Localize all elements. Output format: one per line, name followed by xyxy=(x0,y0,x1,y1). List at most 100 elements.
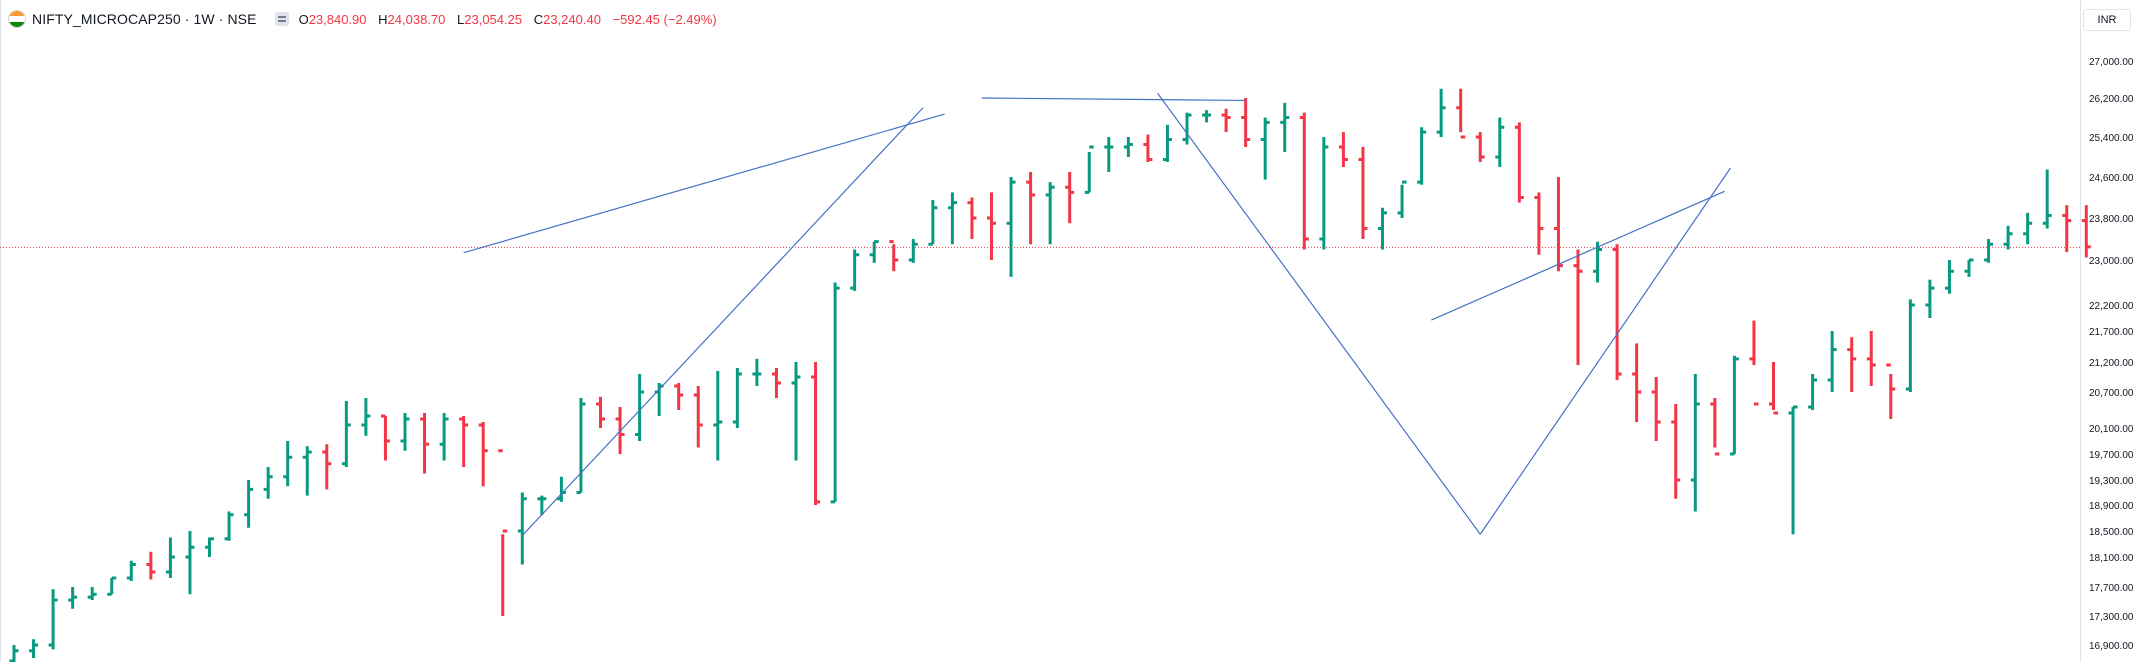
price-tick-label: 18,500.00 xyxy=(2089,527,2134,538)
high-label: H xyxy=(378,11,388,27)
ohlc-bar xyxy=(420,413,430,474)
ohlc-bar xyxy=(1123,137,1133,157)
ohlc-bar xyxy=(1260,117,1270,180)
close-label: C xyxy=(533,11,544,27)
price-tick-label: 19,300.00 xyxy=(2089,476,2134,487)
ohlc-bar xyxy=(1808,374,1818,410)
ohlc-bar xyxy=(517,492,527,565)
price-tick-label: 17,300.00 xyxy=(2089,612,2134,623)
ohlc-bar xyxy=(1749,320,1759,406)
ohlc-bar xyxy=(1182,112,1192,145)
ohlc-bar xyxy=(1280,102,1290,152)
legend-toggle-icon[interactable] xyxy=(274,12,289,26)
price-tick-label: 18,900.00 xyxy=(2089,501,2134,512)
symbol-label[interactable]: NIFTY_MICROCAP250 · 1W · NSE xyxy=(32,11,257,27)
ohlc-bar xyxy=(1632,343,1642,422)
ohlc-bar xyxy=(146,551,156,580)
ohlc-bar xyxy=(126,560,136,581)
ohlc-bar xyxy=(635,374,645,441)
ohlc-bar xyxy=(1299,112,1309,250)
ohlc-bar xyxy=(87,587,97,601)
ohlc-bar xyxy=(1534,192,1544,255)
ohlc-bar xyxy=(1886,363,1896,419)
ohlc-bar xyxy=(263,467,273,499)
price-tick-label: 21,200.00 xyxy=(2089,358,2134,369)
ohlc-bar xyxy=(654,383,664,416)
ohlc-bar xyxy=(1710,398,1720,456)
trendline[interactable] xyxy=(1479,167,1731,535)
ohlc-bar xyxy=(1964,258,1974,277)
price-tick-label: 23,000.00 xyxy=(2089,256,2134,267)
ohlc-bar xyxy=(811,362,821,505)
trendline[interactable] xyxy=(521,107,924,536)
ohlc-bar xyxy=(244,480,254,528)
price-tick-label: 21,700.00 xyxy=(2089,327,2134,338)
separator: · xyxy=(184,11,190,27)
ohlc-bar xyxy=(576,398,586,494)
ohlc-bar xyxy=(205,537,214,557)
trendline[interactable] xyxy=(463,113,945,254)
trendline[interactable] xyxy=(1157,93,1481,535)
ohlc-bar xyxy=(1417,127,1427,185)
ohlc-bar xyxy=(1378,207,1387,250)
ohlc-bar xyxy=(1143,134,1153,162)
price-tick-label: 20,700.00 xyxy=(2089,388,2134,399)
currency-selector[interactable]: INR xyxy=(2083,9,2131,31)
ohlc-bar xyxy=(771,368,781,398)
ohlc-bar xyxy=(29,639,39,659)
ohlc-bar xyxy=(967,197,977,239)
ohlc-bar xyxy=(185,531,195,595)
separator: · xyxy=(218,11,224,27)
price-tick-label: 19,700.00 xyxy=(2089,450,2134,461)
price-tick-label: 23,800.00 xyxy=(2089,214,2134,225)
trendlines-layer[interactable] xyxy=(463,93,1731,536)
open-value: 23,840.90 xyxy=(308,11,367,27)
ohlc-bar xyxy=(537,495,547,515)
ohlc-bar xyxy=(850,249,860,291)
ohlc-bar xyxy=(165,537,175,578)
ohlc-bar xyxy=(752,358,762,386)
ohlc-bar xyxy=(1319,137,1329,250)
ohlc-bar xyxy=(1847,337,1857,392)
ohlc-bar xyxy=(556,476,566,502)
ohlc-bar xyxy=(1925,279,1935,318)
ohlc-values: O23,840.90 H24,038.70 L23,054.25 C23,240… xyxy=(299,12,725,27)
ohlc-bar xyxy=(107,576,117,596)
ohlc-bar xyxy=(674,383,684,410)
price-tick-label: 17,700.00 xyxy=(2089,583,2134,594)
ohlc-bar xyxy=(322,444,332,490)
open-label: O xyxy=(298,11,309,27)
ohlc-bar xyxy=(1984,239,1994,263)
ohlc-bar xyxy=(908,239,918,263)
ohlc-bar xyxy=(1553,177,1563,272)
change-value: −592.45 (−2.49%) xyxy=(612,11,717,27)
ohlc-bars-layer xyxy=(9,88,2091,667)
ohlc-bar xyxy=(283,441,293,487)
symbol-legend: NIFTY_MICROCAP250 · 1W · NSE O23,840.90 … xyxy=(8,8,725,30)
ohlc-bar xyxy=(928,200,938,246)
trendline[interactable] xyxy=(1431,190,1725,321)
ohlc-bar xyxy=(987,192,996,260)
ohlc-bar xyxy=(1338,132,1348,167)
ohlc-bar xyxy=(1729,355,1739,456)
ohlc-bar xyxy=(1241,98,1251,147)
ohlc-bar xyxy=(693,386,703,448)
trendline[interactable] xyxy=(981,97,1246,102)
ohlc-bar xyxy=(400,413,410,451)
exchange-label: NSE xyxy=(227,11,257,27)
ohlc-bar xyxy=(1065,172,1075,224)
ohlc-bar xyxy=(224,511,234,541)
price-tick-label: 16,900.00 xyxy=(2089,641,2134,652)
price-scale[interactable]: 27,000.00 26,200.00 25,400.00 24,600.00 23,8… xyxy=(2089,57,2134,652)
ohlc-bar xyxy=(1514,122,1524,203)
ohlc-bar xyxy=(302,446,312,496)
ohlc-bar xyxy=(361,398,371,436)
ohlc-bar xyxy=(1573,249,1583,365)
ohlc-bar xyxy=(1690,374,1700,512)
ohlc-bar xyxy=(1827,331,1837,392)
ohlc-bar xyxy=(9,645,19,667)
low-value: 23,054.25 xyxy=(464,11,523,27)
ohlc-bar xyxy=(1397,180,1407,218)
